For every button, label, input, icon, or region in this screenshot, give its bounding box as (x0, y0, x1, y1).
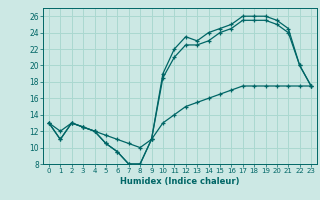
X-axis label: Humidex (Indice chaleur): Humidex (Indice chaleur) (120, 177, 240, 186)
